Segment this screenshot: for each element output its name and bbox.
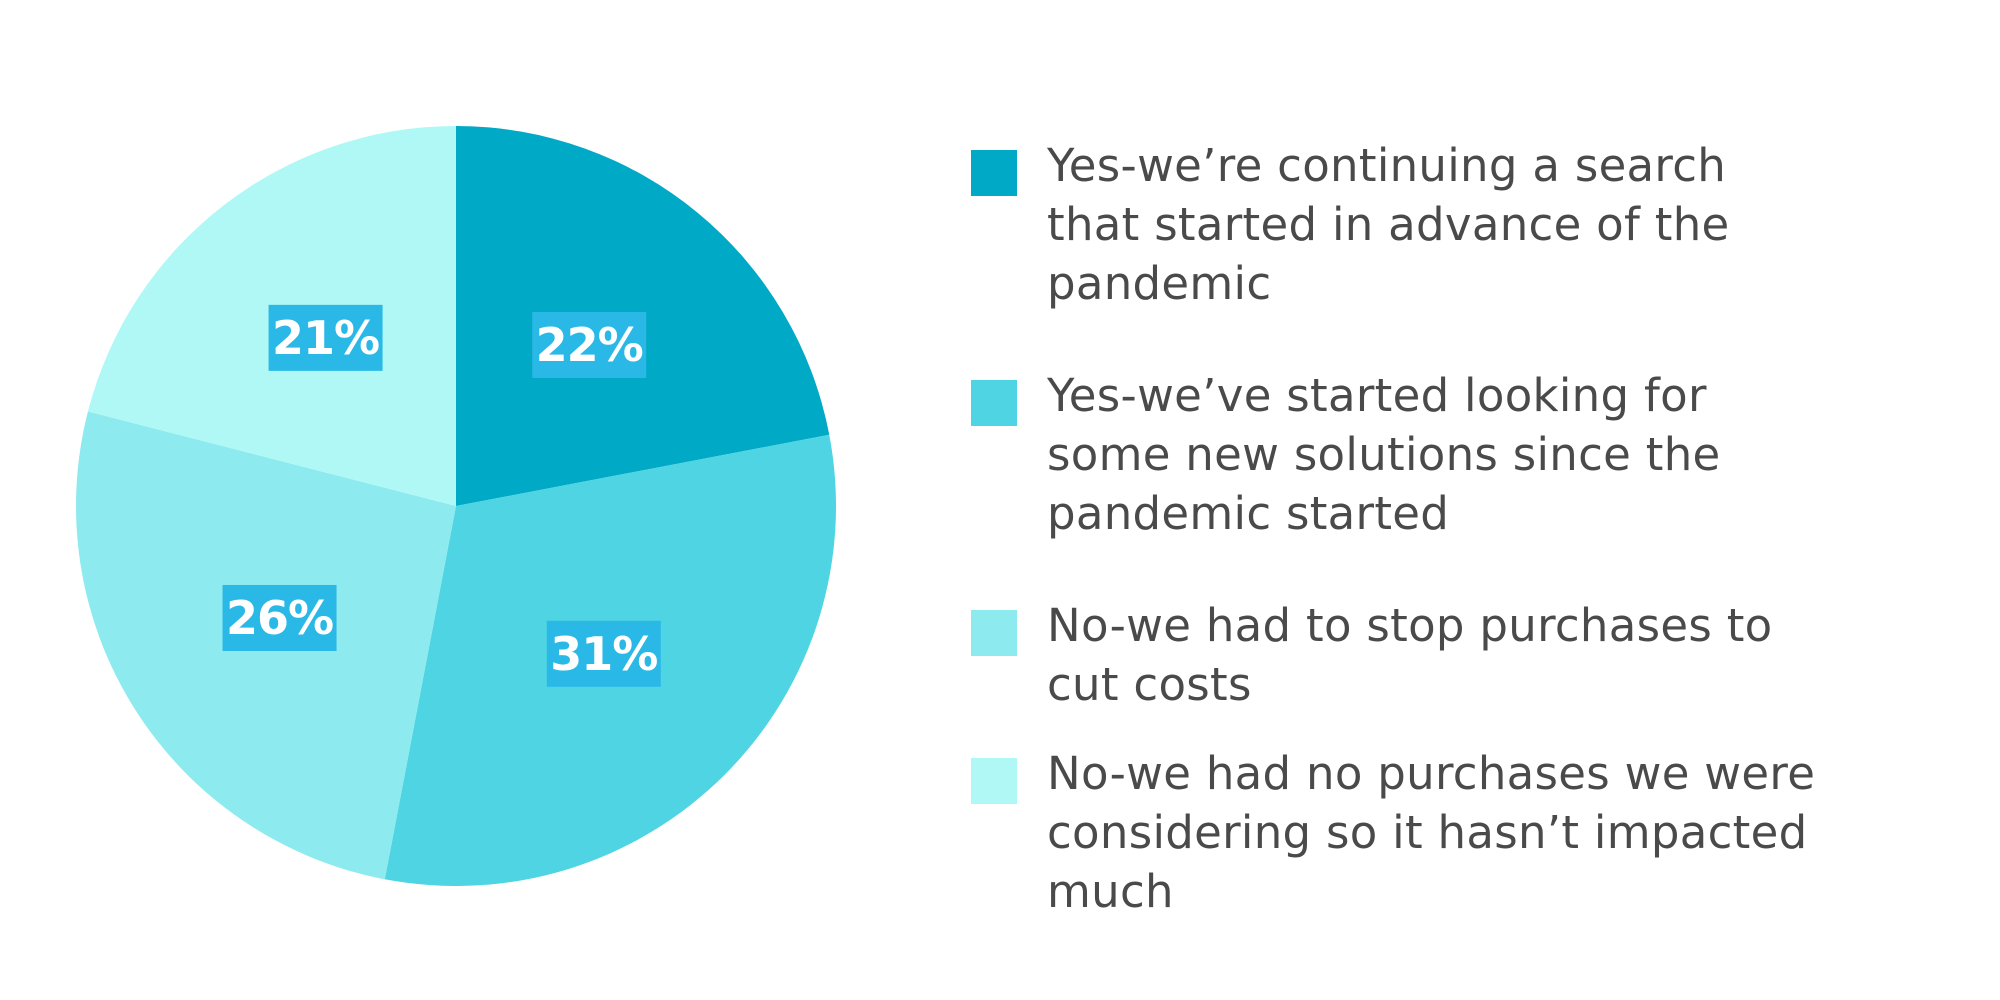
slice-label-box: [546, 620, 661, 687]
slice-data-label: 22%: [532, 311, 647, 378]
slice-label-box: [268, 304, 383, 371]
legend-swatch: [971, 610, 1017, 656]
legend-swatch: [971, 150, 1017, 196]
slice-data-label: 21%: [268, 304, 383, 371]
slice-label-box: [222, 584, 337, 651]
legend-label: Yes-we’re continuing a search that start…: [1047, 139, 1730, 310]
legend-label: Yes-we’ve started looking for some new s…: [1047, 369, 1721, 540]
legend-swatch: [971, 380, 1017, 426]
pie-data-labels: 22% 31% 26% 21%: [222, 304, 661, 687]
slice-data-label: 26%: [222, 584, 337, 651]
pie-slices: [75, 126, 836, 886]
slice-data-label: 31%: [546, 620, 661, 687]
legend-label: No-we had no purchases we were consideri…: [1047, 747, 1816, 918]
slice-label-text: 22%: [536, 318, 643, 372]
slice-label-text: 26%: [226, 591, 333, 645]
legend-label: No-we had to stop purchases to cut costs: [1047, 599, 1773, 711]
slice-label-box: [532, 311, 647, 378]
legend-swatch: [971, 758, 1017, 804]
slice-label-text: 21%: [272, 311, 379, 365]
slice-label-text: 31%: [550, 627, 657, 681]
